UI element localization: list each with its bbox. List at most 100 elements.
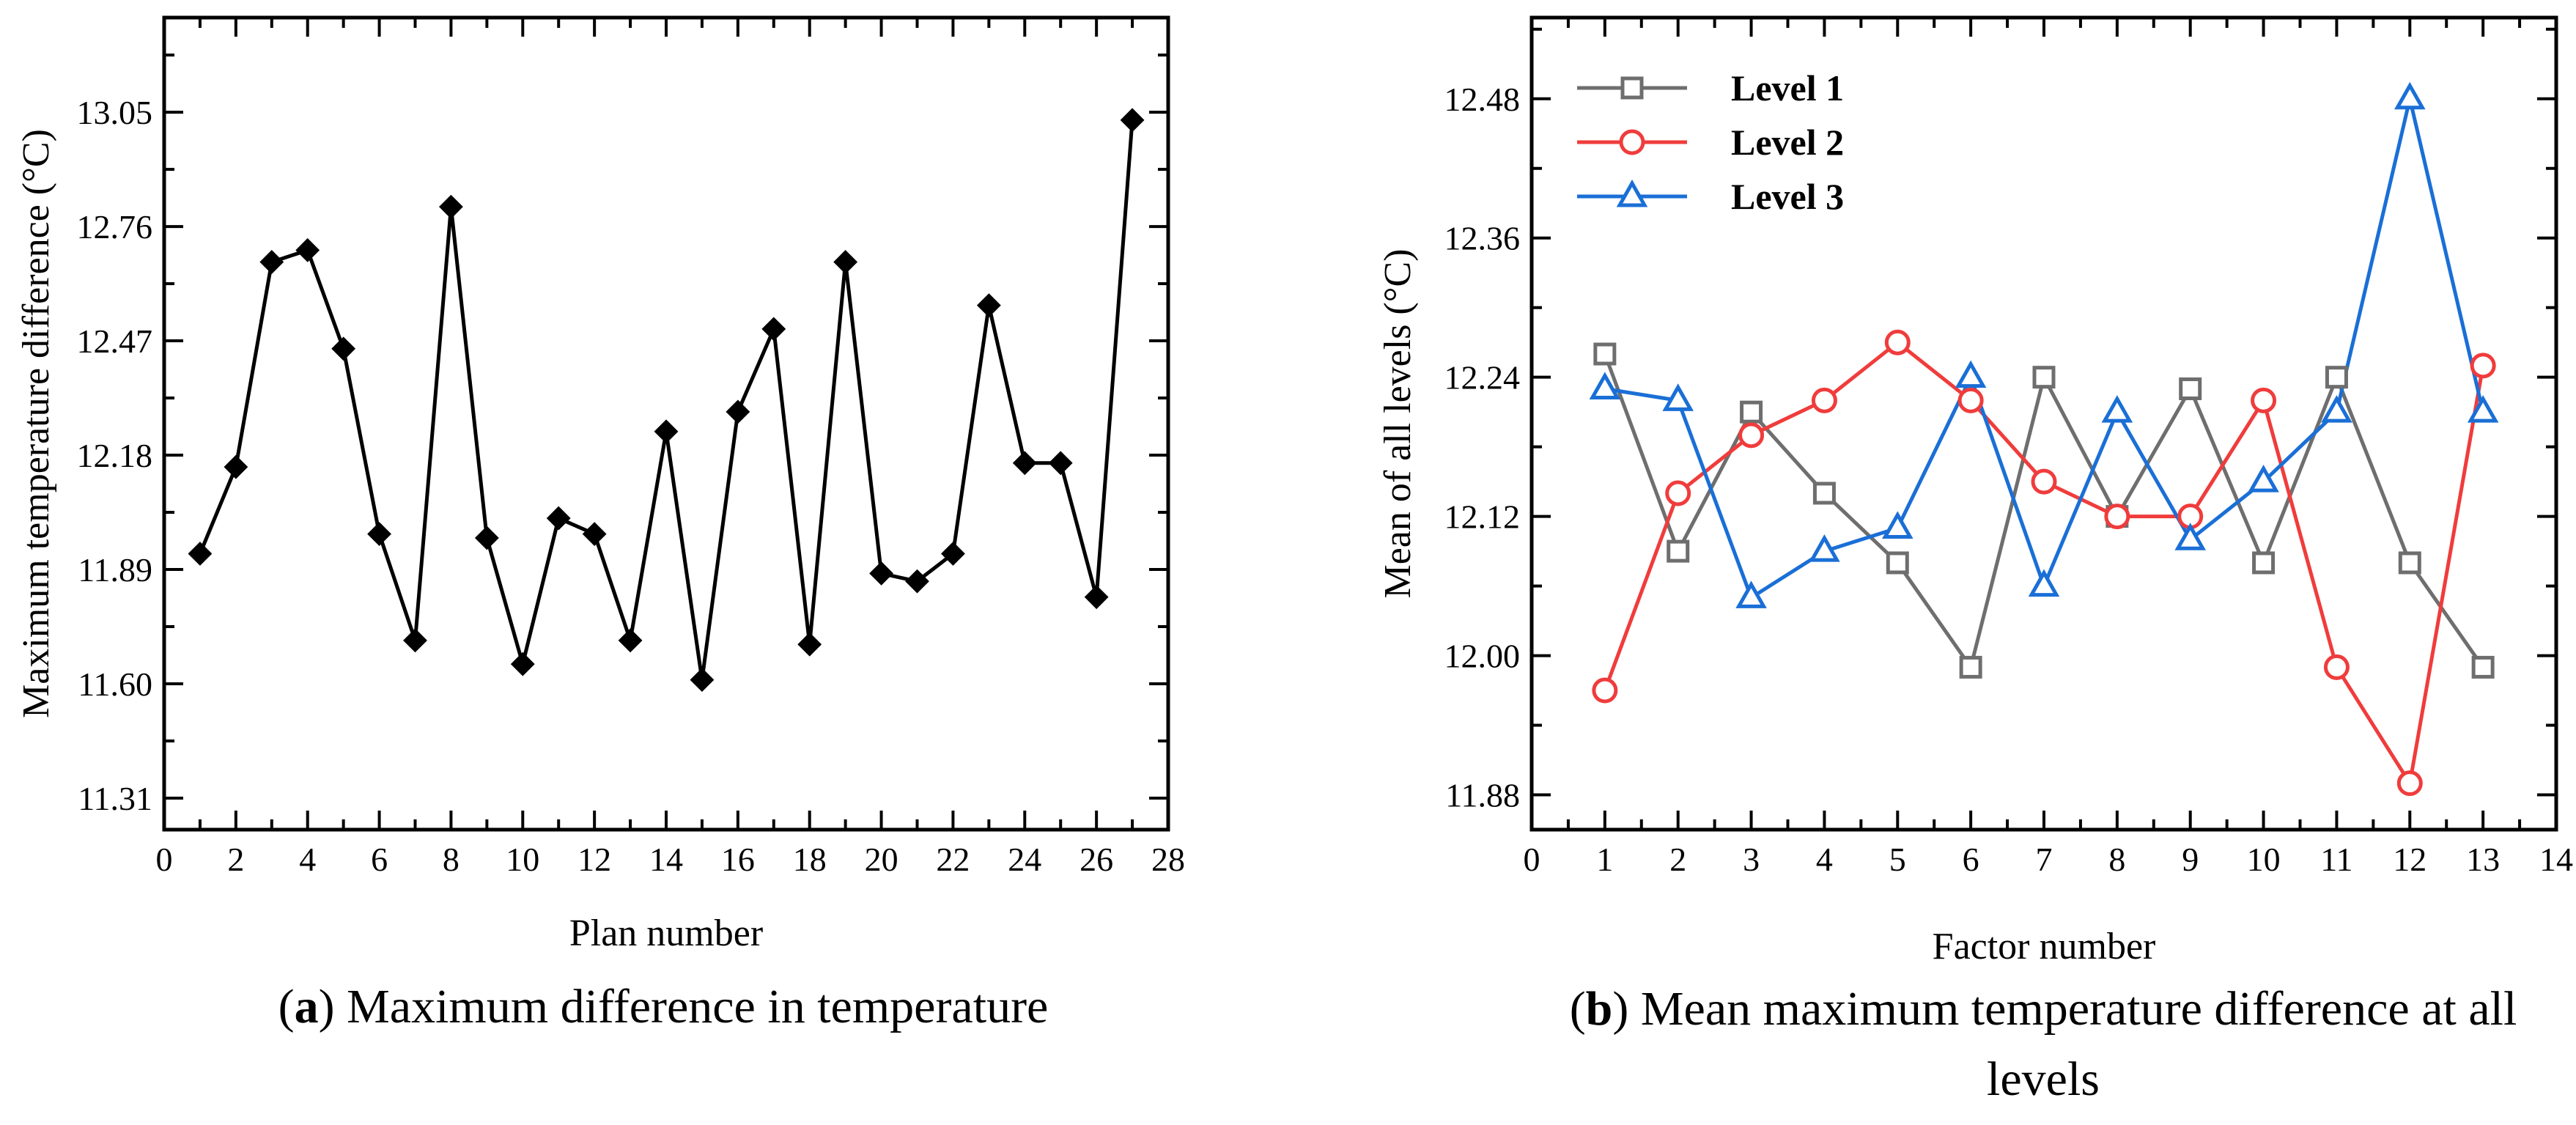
data-point-level-2 [1811, 387, 1837, 413]
b-x-tick-label: 12 [2393, 841, 2426, 878]
chart-b-caption-text: Mean maximum temperature difference at a… [1628, 982, 2517, 1036]
data-point-level-1 [1959, 655, 1982, 679]
data-point [224, 454, 248, 479]
legend-label-1: Level 1 [1731, 67, 1844, 108]
a-x-tick-label: 24 [1008, 841, 1041, 878]
data-point-level-2 [2323, 654, 2350, 680]
b-x-tick-label: 10 [2247, 841, 2281, 878]
data-point [259, 250, 284, 274]
legend-label-3: Level 3 [1731, 176, 1844, 217]
a-x-tick-label: 0 [156, 841, 173, 878]
data-point-level-2 [1957, 387, 1984, 413]
chart-a: 0 2 4 6 8 10 12 14 16 18 20 22 24 26 28 11.3111.6011.8… [15, 15, 1185, 1033]
b-x-tick-label: 0 [1524, 841, 1540, 878]
chart-b-y-ticks: 11.88 12.00 12.12 12.24 12.36 12.48 [1444, 27, 2556, 814]
a-x-tick-label: 28 [1151, 841, 1185, 878]
legend-marker-1 [1620, 76, 1644, 100]
data-point [726, 399, 750, 424]
a-x-tick-label: 6 [371, 841, 388, 878]
data-point-level-1 [1667, 539, 1690, 563]
a-x-tick-label: 22 [936, 841, 970, 878]
data-point [618, 628, 643, 653]
chart-b-caption-line2: levels [1987, 1052, 2100, 1106]
data-point-level-3 [2321, 395, 2352, 423]
data-point-level-3 [2028, 569, 2060, 597]
data-point [188, 542, 213, 566]
b-x-tick-label: 4 [1816, 841, 1833, 878]
data-point-level-1 [1740, 400, 1763, 424]
a-x-tick-label: 10 [506, 841, 539, 878]
b-y-tick-label: 12.36 [1444, 220, 1521, 257]
legend-marker-2 [1619, 129, 1645, 155]
a-x-tick-label: 26 [1080, 841, 1113, 878]
data-point [797, 632, 822, 657]
data-point-level-2 [2104, 504, 2130, 530]
b-y-tick-label: 12.48 [1444, 81, 1521, 118]
data-point [582, 522, 607, 547]
data-point-level-2 [1592, 677, 1618, 704]
data-point-level-1 [2032, 366, 2056, 389]
b-x-tick-label: 6 [1963, 841, 1979, 878]
chart-b-x-ticks: 0 1 2 3 4 5 6 7 8 9 10 11 12 13 14 [1524, 18, 2573, 878]
data-point [976, 293, 1001, 318]
a-y-tick-label: 12.18 [77, 437, 153, 474]
data-point-level-2 [1665, 480, 1691, 506]
data-point-level-3 [2394, 81, 2426, 110]
a-y-tick-label: 11.31 [78, 780, 152, 817]
data-point [510, 652, 535, 676]
data-point-level-2 [2251, 387, 2277, 413]
b-x-tick-label: 5 [1889, 841, 1906, 878]
chart-a-caption-letter: a [295, 980, 319, 1033]
data-point [1048, 451, 1073, 476]
data-point-level-3 [2248, 465, 2279, 493]
b-y-tick-label: 11.88 [1445, 777, 1520, 814]
chart-a-x-ticks: 0 2 4 6 8 10 12 14 16 18 20 22 24 26 28 [156, 18, 1185, 878]
data-point-level-2 [1738, 422, 1765, 449]
a-x-tick-label: 4 [299, 841, 316, 878]
data-point-level-1 [2252, 551, 2276, 575]
a-x-tick-label: 14 [649, 841, 683, 878]
data-point [1012, 451, 1037, 476]
chart-b-caption-letter: b [1586, 982, 1613, 1036]
a-y-tick-label: 11.60 [78, 665, 152, 703]
data-point [941, 542, 965, 566]
data-point [869, 561, 893, 586]
b-x-tick-label: 7 [2036, 841, 2053, 878]
legend-label-2: Level 2 [1731, 122, 1844, 163]
data-point-level-1 [2179, 377, 2202, 401]
chart-b-legend: Level 1 Level 2 Level 3 [1577, 67, 1844, 217]
data-point-level-3 [1735, 580, 1767, 608]
chart-a-caption-text: Maximum difference in temperature [335, 980, 1049, 1033]
a-x-tick-label: 2 [227, 841, 244, 878]
a-x-tick-label: 18 [793, 841, 827, 878]
data-point-level-1 [2471, 655, 2495, 679]
data-point [690, 668, 715, 693]
b-x-tick-label: 11 [2320, 841, 2352, 878]
data-point-level-2 [1884, 329, 1911, 355]
chart-b-caption: (b) Mean maximum temperature difference … [1570, 982, 2517, 1036]
data-point-level-3 [1589, 372, 1621, 400]
b-y-tick-label: 12.00 [1444, 638, 1521, 675]
data-point [295, 237, 320, 262]
a-y-tick-label: 12.47 [77, 322, 153, 360]
data-point [761, 317, 786, 342]
chart-a-ylabel: Maximum temperature difference (°C) [15, 129, 57, 718]
b-x-tick-label: 9 [2182, 841, 2199, 878]
a-x-tick-label: 8 [443, 841, 460, 878]
chart-b-ylabel: Mean of all levels (°C) [1377, 248, 1419, 598]
b-x-tick-label: 3 [1743, 841, 1760, 878]
data-point [546, 506, 571, 531]
a-y-tick-label: 12.76 [77, 208, 153, 246]
a-x-tick-label: 12 [577, 841, 611, 878]
data-point-level-3 [1809, 534, 1840, 562]
data-point-level-3 [1955, 360, 1987, 388]
b-x-tick-label: 14 [2539, 841, 2573, 878]
data-point [367, 522, 391, 547]
series-line-level-3 [1604, 98, 2485, 601]
series-line-level-1 [1603, 353, 2485, 672]
data-point-level-3 [1881, 511, 1913, 539]
a-x-tick-label: 16 [721, 841, 755, 878]
data-point-level-3 [2101, 395, 2133, 423]
data-point-level-1 [1593, 342, 1617, 366]
data-point-level-3 [2467, 395, 2499, 423]
